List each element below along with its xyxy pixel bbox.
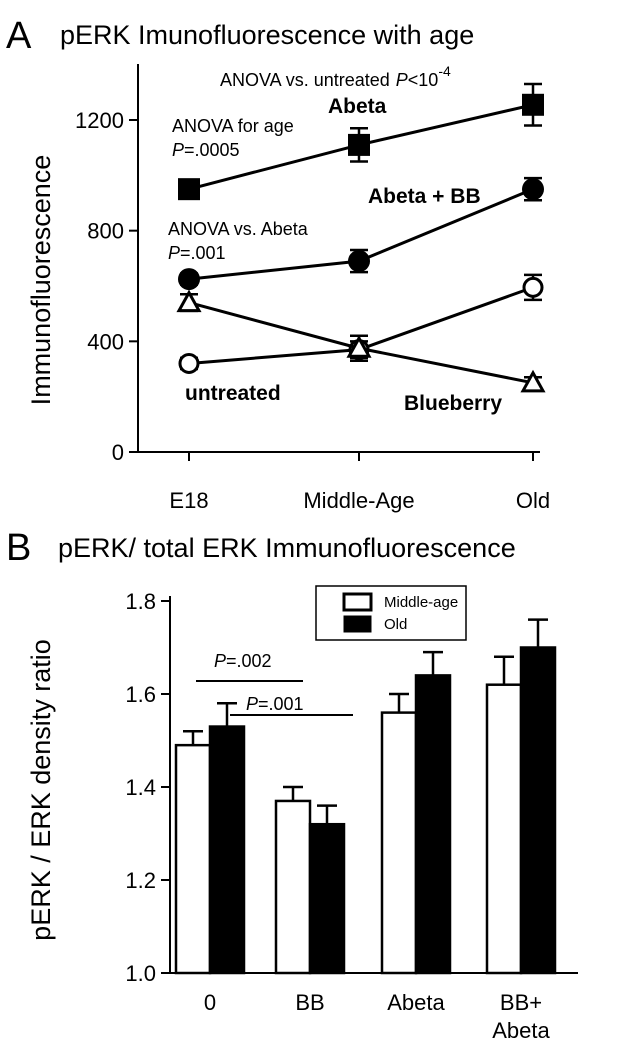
panel-b-bars bbox=[174, 618, 557, 975]
series-untreated bbox=[178, 273, 544, 374]
panel-letter-b: B bbox=[6, 527, 31, 569]
x-tick-label: Abeta bbox=[387, 990, 445, 1015]
data-point-abeta bbox=[178, 178, 200, 201]
series-label-untreated: untreated bbox=[185, 382, 281, 405]
data-point-blueberry bbox=[176, 289, 202, 313]
panel-a-title: pERK Imunofluorescence with age bbox=[60, 20, 474, 50]
panel-letter-a: A bbox=[6, 15, 32, 57]
x-tick-label: Middle-Age bbox=[303, 488, 414, 513]
panel-b-y-axis-label: pERK / ERK density ratio bbox=[26, 639, 56, 941]
y-tick-label: 1.8 bbox=[125, 589, 156, 614]
y-tick-label: 1.0 bbox=[125, 961, 156, 986]
x-tick-label: 0 bbox=[204, 990, 216, 1015]
bar-middle-age bbox=[485, 683, 523, 975]
panel-a-anova-untreated: ANOVA vs. untreated P<10-4 bbox=[220, 63, 451, 90]
data-point-untreated bbox=[522, 276, 544, 298]
panel-a-y-ticks: 0 400 800 1200 bbox=[75, 108, 138, 465]
data-point-abeta-bb bbox=[522, 178, 544, 201]
y-tick-label: 1.2 bbox=[125, 868, 156, 893]
panel-b-x-ticks: 0 BB Abeta BB+ Abeta bbox=[204, 990, 551, 1043]
legend-box bbox=[315, 585, 467, 641]
panel-b-y-ticks: 1.0 1.2 1.4 1.6 1.8 bbox=[125, 589, 170, 986]
panel-a-y-axis-label: Immunofluorescence bbox=[26, 155, 56, 406]
panel-a-anova-abeta-p: P=.001 bbox=[168, 243, 226, 263]
bar-middle-age bbox=[380, 711, 418, 975]
bar-old bbox=[519, 646, 557, 975]
bar-old bbox=[208, 725, 246, 975]
y-tick-label: 1.4 bbox=[125, 775, 156, 800]
panel-a-anova-abeta: ANOVA vs. Abeta bbox=[168, 219, 309, 239]
series-abeta-bb bbox=[178, 176, 544, 291]
panel-b-legend: Middle-age Old bbox=[315, 585, 467, 641]
panel-b: B pERK/ total ERK Immunofluorescence pER… bbox=[6, 527, 578, 1043]
y-tick-label: 0 bbox=[112, 440, 124, 465]
data-point-abeta bbox=[522, 93, 544, 116]
x-tick-label: BB bbox=[295, 990, 324, 1015]
y-tick-label: 1200 bbox=[75, 108, 124, 133]
x-tick-label: Abeta bbox=[492, 1018, 550, 1043]
y-tick-label: 400 bbox=[87, 329, 124, 354]
data-point-abeta-bb bbox=[348, 250, 370, 273]
panel-a-series bbox=[176, 82, 546, 393]
data-point-blueberry bbox=[520, 369, 546, 393]
legend-swatch-old bbox=[343, 615, 372, 633]
data-point-blueberry bbox=[346, 335, 372, 358]
panel-b-title: pERK/ total ERK Immunofluorescence bbox=[58, 533, 516, 563]
bar-middle-age bbox=[274, 799, 312, 975]
data-point-abeta-bb bbox=[178, 268, 200, 291]
panel-a-anova-age-p: P=.0005 bbox=[172, 140, 240, 160]
legend-label-old: Old bbox=[384, 616, 407, 633]
series-abeta bbox=[178, 82, 544, 201]
legend-swatch-middle-age bbox=[342, 592, 373, 612]
series-blueberry bbox=[176, 289, 546, 393]
bar-middle-age bbox=[174, 743, 212, 975]
bar-old bbox=[414, 674, 452, 975]
panel-a: A pERK Imunofluorescence with age Immuno… bbox=[6, 15, 550, 513]
bar-old bbox=[308, 822, 346, 975]
y-tick-label: 1.6 bbox=[125, 682, 156, 707]
x-tick-label: BB+ bbox=[500, 990, 542, 1015]
data-point-untreated bbox=[178, 352, 200, 374]
panel-a-x-ticks: E18 Middle-Age Old bbox=[169, 452, 550, 513]
data-point-abeta bbox=[348, 133, 370, 156]
panel-a-anova-age: ANOVA for age bbox=[172, 116, 294, 136]
series-label-blueberry: Blueberry bbox=[404, 392, 502, 415]
series-label-abeta-bb: Abeta + BB bbox=[368, 185, 481, 208]
sig-label-2: P=.001 bbox=[246, 694, 304, 714]
series-label-abeta: Abeta bbox=[328, 95, 387, 118]
x-tick-label: E18 bbox=[169, 488, 208, 513]
y-tick-label: 800 bbox=[87, 219, 124, 244]
sig-label-1: P=.002 bbox=[214, 651, 272, 671]
legend-label-middle-age: Middle-age bbox=[384, 594, 458, 611]
x-tick-label: Old bbox=[516, 488, 550, 513]
